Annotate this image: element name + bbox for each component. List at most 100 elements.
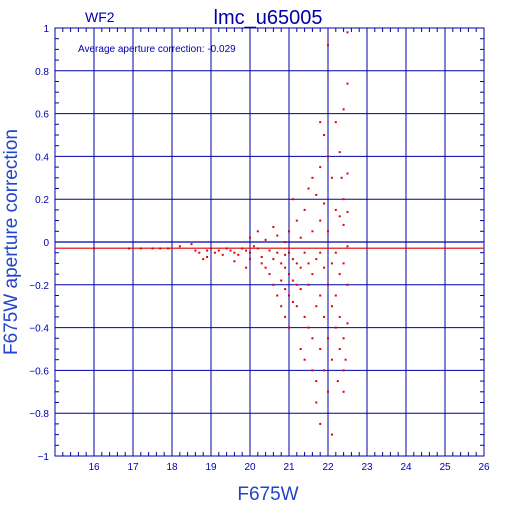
x-tick-label: 25 bbox=[439, 462, 451, 473]
data-point bbox=[128, 247, 131, 250]
data-point bbox=[252, 245, 255, 248]
data-point bbox=[276, 234, 279, 237]
plot-area bbox=[54, 27, 485, 457]
y-tick-label: −1 bbox=[38, 452, 50, 463]
reference-lines bbox=[55, 241, 484, 249]
data-point bbox=[319, 121, 322, 124]
data-point bbox=[327, 390, 329, 393]
data-point bbox=[225, 247, 228, 250]
x-tick-label: 16 bbox=[88, 462, 100, 473]
y-axis-label: F675W aperture correction bbox=[1, 129, 22, 355]
data-point bbox=[256, 230, 259, 233]
data-point bbox=[319, 251, 322, 254]
data-point bbox=[315, 380, 318, 383]
data-point bbox=[159, 247, 162, 250]
data-point bbox=[295, 283, 298, 286]
y-tick-label: −0.4 bbox=[29, 324, 49, 335]
data-point bbox=[241, 247, 244, 250]
data-point bbox=[167, 247, 170, 250]
data-point bbox=[338, 273, 341, 276]
x-tick-label: 21 bbox=[283, 462, 295, 473]
data-point bbox=[284, 266, 287, 269]
data-point bbox=[303, 208, 306, 211]
data-point bbox=[280, 305, 283, 308]
data-point bbox=[276, 251, 279, 254]
data-point bbox=[288, 326, 290, 329]
data-point bbox=[334, 326, 337, 329]
average-annotation: Average aperture correction: -0.029 bbox=[78, 44, 236, 55]
data-point bbox=[346, 322, 349, 325]
data-point bbox=[288, 294, 290, 297]
data-point bbox=[342, 337, 345, 340]
data-point bbox=[276, 294, 279, 297]
data-point bbox=[217, 249, 220, 252]
data-point bbox=[280, 279, 283, 282]
data-point bbox=[340, 176, 343, 179]
data-point bbox=[346, 211, 349, 214]
data-point bbox=[344, 358, 347, 361]
data-point bbox=[202, 258, 205, 261]
data-point bbox=[342, 262, 345, 265]
data-point bbox=[288, 251, 290, 254]
data-point bbox=[342, 223, 345, 226]
data-point bbox=[93, 247, 95, 250]
data-point bbox=[272, 226, 275, 229]
y-tick-label: 0.6 bbox=[35, 110, 49, 121]
data-point bbox=[327, 230, 329, 233]
data-point bbox=[229, 249, 232, 252]
data-point bbox=[213, 251, 216, 254]
data-point bbox=[139, 247, 142, 250]
data-point bbox=[206, 255, 209, 258]
data-point bbox=[268, 249, 271, 252]
data-point bbox=[346, 245, 349, 248]
y-tick-label: 0.4 bbox=[35, 152, 49, 163]
data-point bbox=[311, 337, 314, 340]
x-tick-label: 22 bbox=[322, 462, 334, 473]
data-point bbox=[338, 348, 341, 350]
x-tick-label: 17 bbox=[127, 462, 139, 473]
y-tick-label: −0.2 bbox=[29, 281, 49, 292]
data-point bbox=[334, 121, 337, 124]
data-point bbox=[210, 247, 212, 250]
data-point bbox=[319, 219, 322, 222]
data-point bbox=[330, 176, 333, 179]
data-point bbox=[319, 422, 322, 425]
data-point bbox=[284, 241, 287, 243]
data-point bbox=[342, 369, 345, 372]
data-point bbox=[330, 358, 333, 361]
data-point bbox=[311, 176, 314, 179]
data-point bbox=[284, 288, 287, 291]
data-point bbox=[327, 337, 329, 340]
y-tick-label: −0.8 bbox=[29, 409, 49, 420]
data-point bbox=[249, 258, 251, 261]
data-point bbox=[342, 390, 345, 393]
data-point bbox=[323, 369, 326, 372]
data-point bbox=[268, 273, 271, 276]
data-point bbox=[334, 208, 337, 211]
data-point bbox=[280, 262, 283, 265]
y-tick-labels: −1 −0.8 −0.6 −0.4 −0.2 0 0.2 0.4 0.6 0.8 1 bbox=[29, 24, 49, 463]
data-point bbox=[330, 262, 333, 265]
data-point bbox=[303, 315, 306, 318]
x-tick-label: 26 bbox=[478, 462, 490, 473]
data-point bbox=[221, 253, 224, 256]
data-point bbox=[323, 134, 326, 136]
data-point bbox=[319, 348, 322, 350]
data-point bbox=[315, 193, 318, 196]
data-point bbox=[299, 348, 302, 350]
data-point bbox=[260, 255, 263, 258]
data-point bbox=[291, 258, 294, 261]
data-point bbox=[315, 401, 318, 404]
data-point bbox=[315, 258, 318, 261]
data-point bbox=[346, 31, 349, 34]
data-point bbox=[291, 279, 294, 282]
data-point bbox=[342, 198, 345, 201]
data-point bbox=[260, 262, 263, 265]
data-point bbox=[295, 219, 298, 222]
data-point bbox=[198, 251, 201, 254]
x-tick-labels: 16 17 18 19 20 21 22 23 24 25 26 bbox=[88, 462, 490, 473]
data-point bbox=[237, 253, 240, 256]
data-point bbox=[178, 245, 181, 248]
data-point bbox=[307, 326, 310, 329]
x-tick-label: 20 bbox=[244, 462, 256, 473]
